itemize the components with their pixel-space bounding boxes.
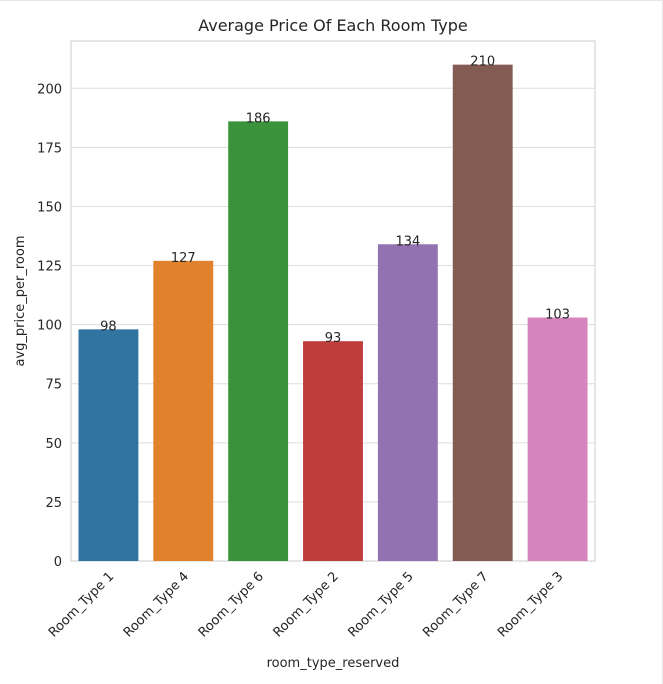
y-tick-labels: 0 25 50 75 100 125 150 175 200 — [37, 82, 62, 570]
bar-5 — [377, 244, 438, 562]
chart-title: Average Price Of Each Room Type — [198, 16, 468, 35]
y-tick-label: 150 — [37, 200, 62, 215]
data-label: 98 — [100, 319, 117, 334]
y-tick-label: 0 — [54, 555, 62, 570]
x-tick-label: Room_Type 7 — [420, 569, 491, 640]
data-label: 93 — [325, 331, 342, 346]
y-tick-label: 200 — [37, 82, 62, 97]
y-tick-label: 125 — [37, 260, 62, 275]
x-tick-labels: Room_Type 1 Room_Type 4 Room_Type 6 Room_Ty… — [46, 569, 566, 640]
data-label: 103 — [545, 308, 570, 323]
x-tick-label: Room_Type 5 — [345, 569, 416, 640]
y-tick-label: 50 — [45, 437, 62, 452]
x-tick-label: Room_Type 6 — [196, 569, 267, 640]
x-tick-label: Room_Type 4 — [121, 569, 192, 640]
data-label: 186 — [246, 111, 271, 126]
data-label: 127 — [171, 251, 196, 266]
x-tick-label: Room_Type 1 — [46, 569, 117, 640]
data-label: 210 — [470, 55, 495, 70]
bar-4 — [303, 341, 363, 561]
x-tick-label: Room_Type 2 — [271, 569, 342, 640]
bar-7 — [527, 317, 588, 561]
y-tick-label: 175 — [37, 141, 62, 156]
y-axis-label: avg_price_per_room — [13, 236, 28, 367]
data-label: 134 — [395, 234, 420, 249]
bar-6 — [452, 64, 513, 562]
bar-3 — [228, 121, 289, 561]
x-tick-label: Room_Type 3 — [495, 569, 566, 640]
y-tick-label: 75 — [45, 378, 62, 393]
bars — [78, 64, 588, 562]
y-tick-label: 100 — [37, 319, 62, 334]
data-labels: 98 127 186 93 134 210 103 — [100, 55, 570, 347]
bar-2 — [153, 260, 214, 561]
bar-1 — [78, 329, 139, 561]
x-axis-label: room_type_reserved — [267, 656, 400, 671]
window-top-border — [0, 0, 663, 1]
y-tick-label: 25 — [45, 496, 62, 511]
